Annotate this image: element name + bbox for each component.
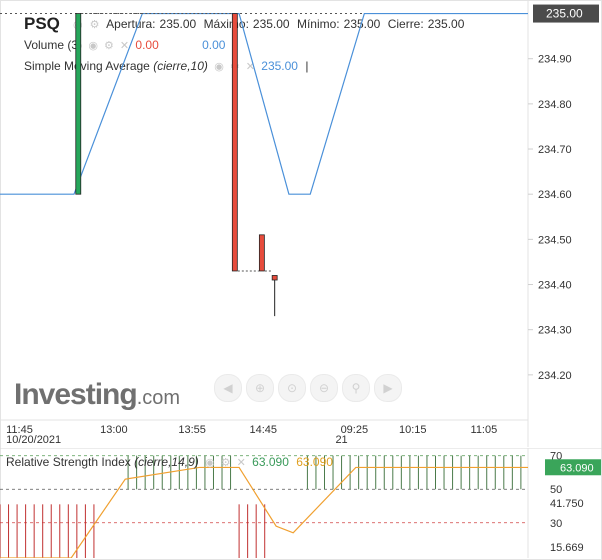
rsi-value-2: 63.090 — [296, 455, 333, 469]
y-tick-label: 234.40 — [538, 280, 572, 292]
sma-line — [0, 12, 528, 195]
rsi-current-tag — [545, 459, 601, 476]
investing-watermark: Investing.com — [14, 378, 180, 412]
watermark-suffix: .com — [136, 387, 181, 409]
current-price-label: 235.00 — [546, 7, 583, 21]
rsi-current-label: 63.090 — [560, 462, 594, 474]
open-value: 235.00 — [159, 17, 197, 31]
volume-legend: Volume (3) ◉ ⚙ ✕ 0.00 0.00 — [24, 38, 225, 52]
rsi-legend: Relative Strength Index (cierre,14,9) ◉ ⚙… — [6, 455, 333, 469]
y-tick-label: 234.30 — [538, 325, 572, 337]
low-value: 235.00 — [343, 17, 381, 31]
symbol-label: PSQ — [24, 14, 60, 33]
sma-legend: Simple Moving Average (cierre,10) ◉⚙✕ 23… — [24, 59, 309, 73]
x-tick-sublabel: 10/20/2021 — [6, 434, 61, 446]
eye-icon[interactable]: ◉ — [205, 457, 215, 469]
current-price-tag — [533, 4, 599, 23]
y-tick-label: 234.70 — [538, 144, 572, 156]
rsi-y-tick-label: 30 — [550, 518, 562, 530]
price-chart[interactable]: 234.20 234.30 234.40 234.50 234.60 234.70 234.… — [0, 0, 602, 448]
x-tick-label: 13:55 — [178, 424, 206, 436]
ohlc-legend: ◉⚙ Apertura:235.00 Máximo:235.00 Mínimo:… — [70, 17, 468, 31]
y-tick-label: 234.90 — [538, 54, 572, 66]
gear-icon[interactable]: ⚙ — [89, 19, 100, 31]
rsi-value-1: 63.090 — [252, 455, 289, 469]
x-tick-sublabel: 21 — [335, 434, 347, 446]
candle-down — [231, 13, 238, 272]
gear-icon[interactable]: ⚙ — [220, 457, 231, 469]
volume-down-value: 0.00 — [135, 38, 159, 52]
x-tick-label: 11:05 — [471, 424, 498, 436]
x-tick-label: 10:15 — [399, 424, 427, 436]
y-tick-label: 234.80 — [538, 99, 572, 111]
close-label: Cierre: — [387, 17, 424, 31]
low-label: Mínimo: — [296, 17, 340, 31]
rsi-params: (cierre,14,9) — [134, 455, 199, 469]
rsi-y-tick-label: 50 — [550, 484, 562, 496]
search-icon[interactable]: ⚲ — [342, 374, 370, 402]
close-value: 235.00 — [427, 17, 465, 31]
sma-params: (cierre,10) — [153, 59, 208, 73]
y-tick-label: 234.20 — [538, 370, 572, 382]
eye-icon[interactable]: ◉ — [214, 61, 224, 73]
volume-up-value: 0.00 — [202, 38, 226, 52]
rsi-label: Relative Strength Index — [6, 455, 131, 469]
rsi-y-tick-label: 15.669 — [550, 542, 584, 554]
zoom-reset-icon[interactable]: ⊙ — [278, 374, 306, 402]
arrow-right-icon[interactable]: ▶ — [374, 374, 402, 402]
zoom-in-icon[interactable]: ⊕ — [246, 374, 274, 402]
sma-value: 235.00 — [261, 59, 298, 73]
rsi-line — [0, 466, 528, 558]
y-tick-label: 234.50 — [538, 234, 572, 246]
x-tick-label: 13:00 — [100, 424, 128, 436]
volume-label: Volume (3) — [24, 38, 83, 52]
high-value: 235.00 — [252, 17, 290, 31]
watermark-brand: Investing — [14, 378, 138, 411]
candle-up — [75, 13, 82, 195]
eye-icon[interactable]: ◉ — [88, 40, 98, 52]
open-label: Apertura: — [106, 17, 156, 31]
arrow-left-icon[interactable]: ◀ — [214, 374, 242, 402]
y-tick-label: 234.60 — [538, 189, 572, 201]
close-icon[interactable]: ✕ — [236, 457, 246, 469]
candle-down — [258, 234, 265, 272]
close-icon[interactable]: ✕ — [119, 40, 130, 52]
x-tick-label: 14:45 — [250, 424, 278, 436]
rsi-y-tick-label: 41.750 — [550, 498, 584, 510]
x-tick-label: 09:25 — [341, 424, 369, 436]
zoom-out-icon[interactable]: ⊖ — [310, 374, 338, 402]
gear-icon[interactable]: ⚙ — [103, 40, 114, 52]
sma-label: Simple Moving Average — [24, 59, 150, 73]
close-icon[interactable]: ✕ — [245, 61, 255, 73]
x-tick-label: 11:45 — [6, 424, 33, 436]
candle-down — [271, 275, 278, 281]
